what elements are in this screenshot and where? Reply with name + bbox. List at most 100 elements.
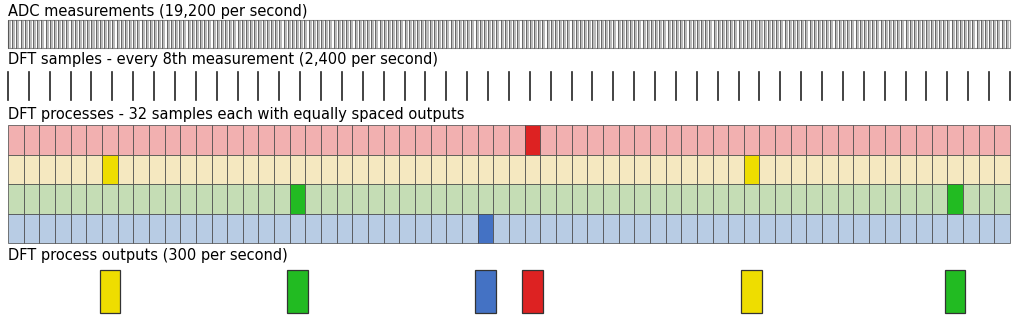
- Bar: [195, 213, 212, 243]
- Bar: [809, 20, 812, 48]
- Bar: [952, 20, 955, 48]
- Bar: [521, 20, 524, 48]
- Bar: [789, 20, 792, 48]
- Bar: [455, 20, 458, 48]
- Bar: [838, 213, 853, 243]
- Bar: [649, 154, 666, 184]
- Bar: [985, 20, 987, 48]
- Bar: [104, 20, 107, 48]
- Bar: [541, 184, 556, 213]
- Bar: [195, 125, 212, 154]
- Bar: [926, 20, 929, 48]
- Bar: [58, 20, 61, 48]
- Bar: [462, 125, 477, 154]
- Bar: [859, 20, 862, 48]
- Bar: [430, 20, 433, 48]
- Bar: [605, 20, 608, 48]
- Bar: [656, 20, 658, 48]
- Bar: [225, 20, 228, 48]
- Bar: [823, 20, 826, 48]
- Bar: [102, 125, 118, 154]
- Bar: [50, 20, 53, 48]
- Bar: [118, 154, 133, 184]
- Bar: [995, 184, 1010, 213]
- Bar: [399, 184, 415, 213]
- Bar: [759, 125, 775, 154]
- Bar: [728, 184, 744, 213]
- Bar: [369, 184, 384, 213]
- Bar: [180, 125, 195, 154]
- Bar: [692, 20, 695, 48]
- Bar: [806, 213, 823, 243]
- Bar: [171, 20, 174, 48]
- Bar: [713, 154, 728, 184]
- Bar: [229, 20, 232, 48]
- Bar: [853, 213, 869, 243]
- Bar: [201, 20, 203, 48]
- Bar: [274, 125, 290, 154]
- Bar: [212, 184, 227, 213]
- Bar: [243, 184, 259, 213]
- Bar: [666, 125, 681, 154]
- Bar: [649, 213, 666, 243]
- Bar: [380, 20, 383, 48]
- Bar: [963, 154, 978, 184]
- Bar: [697, 213, 713, 243]
- Bar: [150, 20, 153, 48]
- Bar: [868, 20, 871, 48]
- Bar: [530, 20, 532, 48]
- Bar: [254, 20, 258, 48]
- Bar: [304, 20, 307, 48]
- Bar: [889, 20, 892, 48]
- Bar: [948, 154, 963, 184]
- Bar: [23, 125, 40, 154]
- Bar: [446, 184, 462, 213]
- Bar: [212, 125, 227, 154]
- Bar: [681, 184, 697, 213]
- Bar: [137, 20, 140, 48]
- Text: ADC measurements (19,200 per second): ADC measurements (19,200 per second): [8, 4, 307, 19]
- Bar: [619, 213, 634, 243]
- Bar: [963, 184, 978, 213]
- Bar: [931, 125, 948, 154]
- Bar: [622, 20, 625, 48]
- Bar: [651, 20, 654, 48]
- Bar: [597, 20, 600, 48]
- Bar: [601, 20, 604, 48]
- Bar: [972, 20, 975, 48]
- Bar: [326, 20, 329, 48]
- Bar: [271, 20, 274, 48]
- Bar: [369, 154, 384, 184]
- Bar: [446, 125, 462, 154]
- Bar: [869, 213, 885, 243]
- Bar: [572, 125, 587, 154]
- Bar: [494, 184, 509, 213]
- Bar: [8, 184, 23, 213]
- Bar: [775, 125, 791, 154]
- Bar: [305, 213, 321, 243]
- Bar: [462, 213, 477, 243]
- Bar: [806, 184, 823, 213]
- Bar: [290, 213, 305, 243]
- Bar: [493, 20, 496, 48]
- Bar: [885, 184, 900, 213]
- Bar: [556, 125, 572, 154]
- Bar: [259, 154, 274, 184]
- Bar: [978, 154, 995, 184]
- Bar: [477, 184, 494, 213]
- Bar: [187, 20, 190, 48]
- Bar: [384, 125, 399, 154]
- Bar: [534, 20, 538, 48]
- Bar: [102, 154, 118, 184]
- Bar: [509, 184, 524, 213]
- Bar: [547, 20, 550, 48]
- Bar: [619, 184, 634, 213]
- Bar: [666, 184, 681, 213]
- Bar: [759, 20, 762, 48]
- Bar: [744, 154, 759, 184]
- Bar: [618, 20, 621, 48]
- Bar: [994, 20, 997, 48]
- Bar: [931, 154, 948, 184]
- Bar: [666, 154, 681, 184]
- Bar: [479, 20, 483, 48]
